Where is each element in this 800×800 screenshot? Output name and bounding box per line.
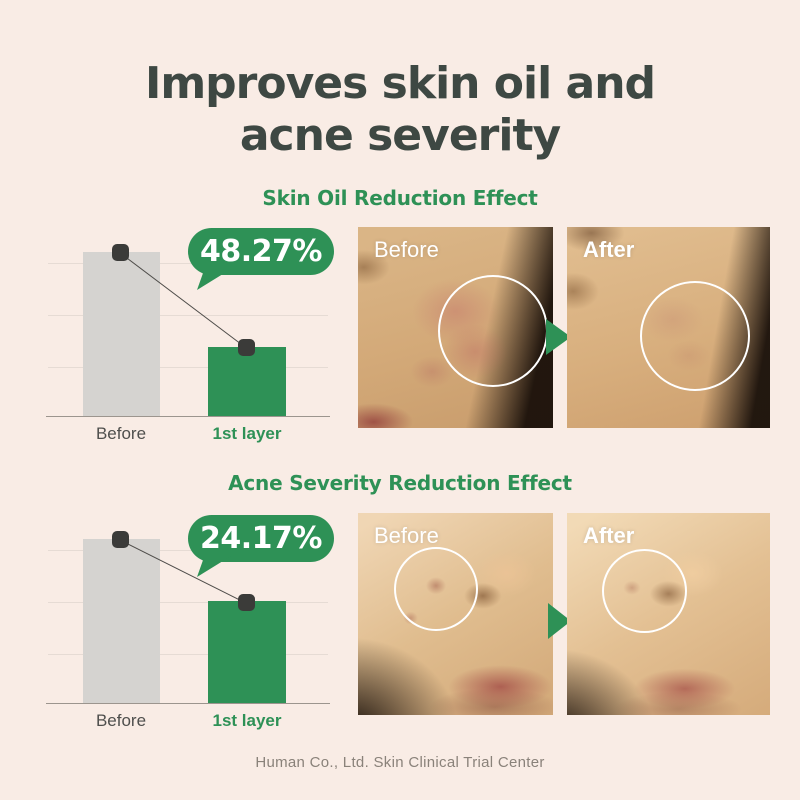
reduction-badge-value: 24.17%	[200, 521, 322, 556]
highlight-circle	[640, 281, 750, 391]
bar-label-1st-layer: 1st layer	[212, 424, 282, 443]
reduction-badge-value: 48.27%	[200, 234, 322, 269]
reduction-badge: 48.27%	[188, 228, 334, 275]
photo-label-after: After	[583, 523, 635, 548]
data-point-marker-icon	[112, 531, 129, 548]
reduction-badge: 24.17%	[188, 515, 334, 562]
bar-label-before: Before	[95, 424, 147, 443]
bar-label-before: Before	[95, 711, 147, 730]
highlight-circle	[602, 549, 687, 633]
gridline	[48, 550, 328, 551]
bar-label-1st-layer: 1st layer	[212, 711, 282, 730]
section-heading-acne-severity: Acne Severity Reduction Effect	[228, 471, 572, 495]
photo-label-after: After	[583, 237, 635, 262]
section-heading-skin-oil: Skin Oil Reduction Effect	[262, 186, 538, 210]
arrow-right-icon	[548, 603, 571, 639]
skin-oil-bar-chart: 48.27% Before 1st layer	[46, 227, 334, 443]
arrow-right-icon	[546, 319, 571, 355]
page-title: Improves skin oil and acne severity	[0, 58, 800, 162]
clinical-trial-footer: Human Co., Ltd. Skin Clinical Trial Cent…	[255, 754, 545, 771]
before-photo-acne: Before	[358, 513, 553, 715]
page-title-line1: Improves skin oil and	[144, 58, 656, 109]
gridline	[48, 315, 328, 316]
highlight-circle	[438, 275, 548, 387]
gridline	[48, 367, 328, 368]
data-point-marker-icon	[238, 594, 255, 611]
x-axis-line	[46, 702, 330, 704]
after-photo-skin-oil: After	[567, 227, 770, 428]
bar-1st-layer	[208, 601, 286, 703]
bar-1st-layer	[208, 347, 286, 416]
gridline	[48, 263, 328, 264]
highlight-circle	[394, 547, 478, 631]
bar-before	[83, 252, 160, 416]
after-photo-acne: After	[567, 513, 770, 715]
x-axis-line	[46, 415, 330, 417]
data-point-marker-icon	[112, 244, 129, 261]
acne-severity-bar-chart: 24.17% Before 1st layer	[46, 514, 334, 730]
before-photo-skin-oil: Before	[358, 227, 553, 428]
gridline	[48, 654, 328, 655]
gridline	[48, 602, 328, 603]
bar-before	[83, 539, 160, 703]
photo-label-before: Before	[374, 523, 439, 548]
photo-label-before: Before	[374, 237, 439, 262]
page-title-line2: acne severity	[239, 110, 561, 161]
data-point-marker-icon	[238, 339, 255, 356]
